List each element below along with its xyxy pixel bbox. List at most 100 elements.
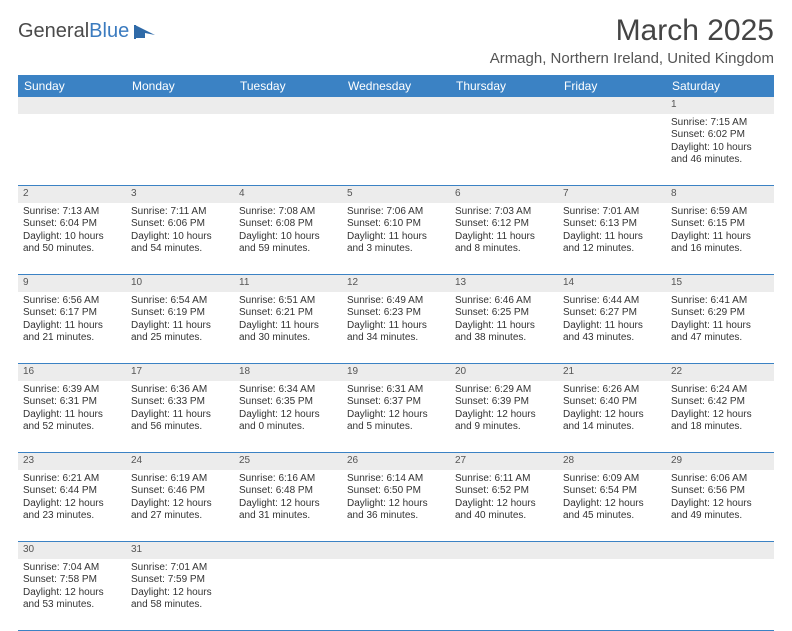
day-info: Sunrise: 6:31 AMSunset: 6:37 PMDaylight:… [347,384,445,434]
day-info: Sunrise: 6:51 AMSunset: 6:21 PMDaylight:… [239,295,337,345]
day-number-cell: 10 [126,275,234,292]
day-info: Sunrise: 6:11 AMSunset: 6:52 PMDaylight:… [455,473,553,523]
day-header: Tuesday [234,75,342,97]
month-title: March 2025 [490,14,774,48]
day-cell: Sunrise: 7:03 AMSunset: 6:12 PMDaylight:… [450,203,558,275]
day-number-cell: 5 [342,186,450,203]
flag-icon [133,23,157,41]
day-cell: Sunrise: 6:24 AMSunset: 6:42 PMDaylight:… [666,381,774,453]
day-cell [666,559,774,631]
week-row: Sunrise: 6:39 AMSunset: 6:31 PMDaylight:… [18,381,774,453]
day-number-cell: 9 [18,275,126,292]
day-number-cell: 22 [666,364,774,381]
week-row: Sunrise: 6:56 AMSunset: 6:17 PMDaylight:… [18,292,774,364]
day-header: Monday [126,75,234,97]
day-number-cell: 14 [558,275,666,292]
day-cell: Sunrise: 6:46 AMSunset: 6:25 PMDaylight:… [450,292,558,364]
day-number-cell [18,97,126,114]
day-info: Sunrise: 6:54 AMSunset: 6:19 PMDaylight:… [131,295,229,345]
day-cell [558,114,666,186]
day-cell: Sunrise: 7:01 AMSunset: 7:59 PMDaylight:… [126,559,234,631]
day-info: Sunrise: 7:03 AMSunset: 6:12 PMDaylight:… [455,206,553,256]
day-cell: Sunrise: 6:56 AMSunset: 6:17 PMDaylight:… [18,292,126,364]
day-info: Sunrise: 6:49 AMSunset: 6:23 PMDaylight:… [347,295,445,345]
day-number-cell: 23 [18,453,126,470]
week-row: Sunrise: 7:15 AMSunset: 6:02 PMDaylight:… [18,114,774,186]
day-number-cell: 24 [126,453,234,470]
day-cell: Sunrise: 7:11 AMSunset: 6:06 PMDaylight:… [126,203,234,275]
day-number-cell [450,542,558,559]
week-row: Sunrise: 7:13 AMSunset: 6:04 PMDaylight:… [18,203,774,275]
day-number-cell: 2 [18,186,126,203]
day-number-cell: 3 [126,186,234,203]
brand-part1: General [18,20,89,43]
day-cell: Sunrise: 6:14 AMSunset: 6:50 PMDaylight:… [342,470,450,542]
day-cell: Sunrise: 6:29 AMSunset: 6:39 PMDaylight:… [450,381,558,453]
day-cell: Sunrise: 7:04 AMSunset: 7:58 PMDaylight:… [18,559,126,631]
header: GeneralBlue March 2025 Armagh, Northern … [18,14,774,67]
day-number-cell [558,97,666,114]
day-info: Sunrise: 7:15 AMSunset: 6:02 PMDaylight:… [671,117,769,167]
day-cell [234,559,342,631]
day-number-cell: 26 [342,453,450,470]
day-number-cell [342,97,450,114]
day-cell: Sunrise: 6:11 AMSunset: 6:52 PMDaylight:… [450,470,558,542]
day-cell: Sunrise: 6:19 AMSunset: 6:46 PMDaylight:… [126,470,234,542]
daynum-row: 23242526272829 [18,453,774,470]
day-header: Thursday [450,75,558,97]
day-number-cell: 11 [234,275,342,292]
day-number-cell [450,97,558,114]
daynum-row: 1 [18,97,774,114]
day-info: Sunrise: 7:08 AMSunset: 6:08 PMDaylight:… [239,206,337,256]
day-cell [450,114,558,186]
day-info: Sunrise: 7:01 AMSunset: 7:59 PMDaylight:… [131,562,229,612]
calendar-body: 1 Sunrise: 7:15 AMSunset: 6:02 PMDaylight… [18,97,774,631]
day-number-cell: 20 [450,364,558,381]
day-number-cell: 17 [126,364,234,381]
day-info: Sunrise: 6:16 AMSunset: 6:48 PMDaylight:… [239,473,337,523]
day-header: Wednesday [342,75,450,97]
day-cell: Sunrise: 6:39 AMSunset: 6:31 PMDaylight:… [18,381,126,453]
day-number-cell [234,542,342,559]
day-number-cell: 16 [18,364,126,381]
day-cell [234,114,342,186]
day-cell [126,114,234,186]
daynum-row: 16171819202122 [18,364,774,381]
day-cell [18,114,126,186]
day-cell: Sunrise: 6:09 AMSunset: 6:54 PMDaylight:… [558,470,666,542]
week-row: Sunrise: 7:04 AMSunset: 7:58 PMDaylight:… [18,559,774,631]
day-cell: Sunrise: 6:21 AMSunset: 6:44 PMDaylight:… [18,470,126,542]
day-info: Sunrise: 6:24 AMSunset: 6:42 PMDaylight:… [671,384,769,434]
day-cell: Sunrise: 6:36 AMSunset: 6:33 PMDaylight:… [126,381,234,453]
day-cell: Sunrise: 7:01 AMSunset: 6:13 PMDaylight:… [558,203,666,275]
day-cell: Sunrise: 6:49 AMSunset: 6:23 PMDaylight:… [342,292,450,364]
day-number-cell [234,97,342,114]
day-cell: Sunrise: 6:31 AMSunset: 6:37 PMDaylight:… [342,381,450,453]
day-number-cell: 15 [666,275,774,292]
location: Armagh, Northern Ireland, United Kingdom [490,50,774,67]
day-header: Sunday [18,75,126,97]
day-info: Sunrise: 6:56 AMSunset: 6:17 PMDaylight:… [23,295,121,345]
day-number-cell: 6 [450,186,558,203]
brand-part2: Blue [89,20,129,43]
day-number-cell: 13 [450,275,558,292]
day-cell: Sunrise: 6:41 AMSunset: 6:29 PMDaylight:… [666,292,774,364]
day-number-cell [558,542,666,559]
day-cell: Sunrise: 7:08 AMSunset: 6:08 PMDaylight:… [234,203,342,275]
day-cell: Sunrise: 6:51 AMSunset: 6:21 PMDaylight:… [234,292,342,364]
day-info: Sunrise: 6:44 AMSunset: 6:27 PMDaylight:… [563,295,661,345]
day-number-cell: 18 [234,364,342,381]
day-number-cell: 7 [558,186,666,203]
day-info: Sunrise: 6:46 AMSunset: 6:25 PMDaylight:… [455,295,553,345]
day-cell [342,559,450,631]
day-info: Sunrise: 6:36 AMSunset: 6:33 PMDaylight:… [131,384,229,434]
day-header-row: SundayMondayTuesdayWednesdayThursdayFrid… [18,75,774,97]
daynum-row: 2345678 [18,186,774,203]
day-number-cell: 30 [18,542,126,559]
day-info: Sunrise: 6:09 AMSunset: 6:54 PMDaylight:… [563,473,661,523]
day-cell: Sunrise: 6:59 AMSunset: 6:15 PMDaylight:… [666,203,774,275]
day-info: Sunrise: 6:59 AMSunset: 6:15 PMDaylight:… [671,206,769,256]
day-cell: Sunrise: 6:06 AMSunset: 6:56 PMDaylight:… [666,470,774,542]
day-cell: Sunrise: 6:44 AMSunset: 6:27 PMDaylight:… [558,292,666,364]
day-cell: Sunrise: 6:16 AMSunset: 6:48 PMDaylight:… [234,470,342,542]
